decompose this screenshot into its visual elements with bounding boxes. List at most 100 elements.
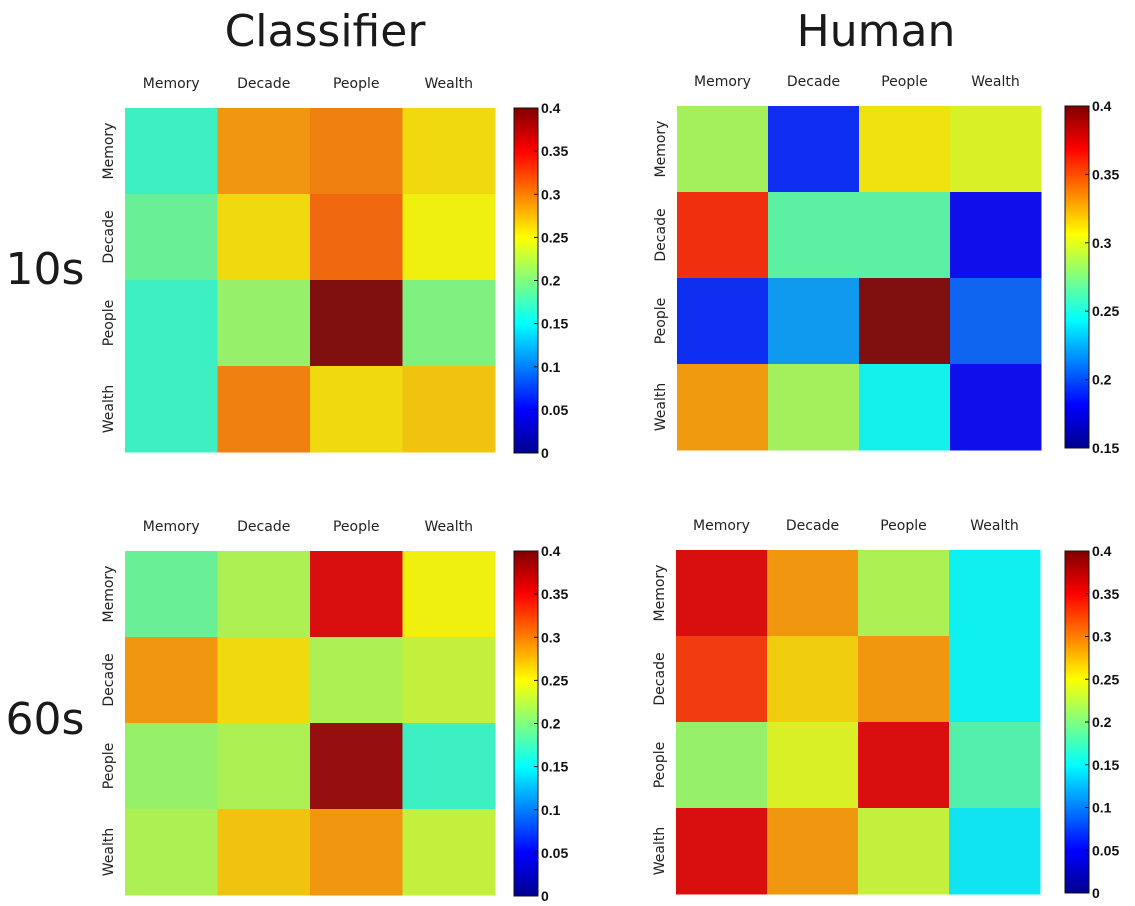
colorbar-tick-label: 0.3 (541, 629, 561, 645)
heatmap-cell (402, 108, 496, 195)
heatmap-cell (950, 364, 1042, 451)
heatmap-cell (402, 809, 496, 896)
heatmap-cell (950, 106, 1042, 193)
colorbar (1064, 105, 1090, 449)
y-category-label: Wealth (652, 827, 668, 875)
colorbar-tick-label: 0.05 (541, 845, 568, 861)
y-category-label: Decade (653, 208, 669, 261)
colorbar-tick-label: 0.35 (1092, 586, 1119, 602)
row-title-10s: 10s (6, 244, 85, 295)
heatmap-cell (949, 550, 1041, 637)
heatmap-cell (949, 808, 1041, 895)
heatmap-cell (677, 106, 769, 193)
colorbar-tick-label: 0.35 (541, 586, 568, 602)
heatmap-cell (858, 550, 950, 637)
heatmap-cell (767, 808, 859, 895)
column-title-classifier: Classifier (225, 6, 427, 57)
x-category-label: Memory (143, 519, 200, 535)
colorbar-tick-label: 0.1 (1092, 800, 1112, 816)
x-category-label: People (333, 76, 380, 92)
colorbar-tick-label: 0.1 (541, 802, 561, 818)
heatmap-cell (217, 637, 311, 724)
colorbar-tick-label: 0 (541, 445, 549, 461)
colorbar-tick-label: 0.25 (1092, 671, 1119, 687)
colorbar-tick-label: 0.25 (1092, 303, 1119, 319)
heatmap-cell (125, 637, 218, 724)
x-category-label: Decade (786, 518, 839, 534)
heatmap-cell (125, 108, 218, 195)
y-category-label: Wealth (101, 828, 117, 876)
heatmap-cell (767, 722, 859, 809)
x-category-label: Memory (143, 76, 200, 92)
colorbar-tick-label: 0.05 (541, 402, 568, 418)
heatmap-cell (125, 280, 218, 367)
heatmap-panels: Memory Decade People Wealth Memory Decade Peop… (101, 74, 1119, 904)
y-category-label: People (101, 300, 117, 347)
heatmap-cell (402, 194, 496, 281)
heatmap-cell (125, 809, 218, 896)
heatmap-cell (858, 722, 950, 809)
heatmap-60s-classifier: Memory Decade People Wealth Memory Decade Peop… (101, 519, 568, 904)
heatmap-cell (677, 192, 769, 279)
colorbar-tick-label: 0.3 (541, 186, 561, 202)
heatmap-cell (677, 278, 769, 365)
heatmap-cell (310, 280, 403, 367)
heatmap-cell (676, 550, 768, 637)
colorbar-tick-label: 0.3 (1092, 235, 1112, 251)
heatmap-cell (310, 809, 403, 896)
heatmap-cell (676, 808, 768, 895)
colorbar-tick-label: 0.05 (1092, 842, 1119, 858)
heatmap-cell (859, 106, 951, 193)
colorbar-tick-label: 0.25 (541, 229, 568, 245)
x-category-label: Wealth (425, 76, 473, 92)
heatmap-cell (217, 108, 311, 195)
heatmap-cell (310, 637, 403, 724)
heatmap-cell (767, 550, 859, 637)
colorbar-tick-label: 0.2 (541, 716, 561, 732)
colorbar-tick-label: 0.35 (541, 143, 568, 159)
colorbar-tick-label: 0.4 (1092, 98, 1112, 114)
x-category-label: Memory (693, 518, 750, 534)
heatmap-cell (859, 192, 951, 279)
y-category-label: Wealth (653, 383, 669, 431)
colorbar-tick-label: 0.15 (1092, 440, 1119, 456)
colorbar-tick-label: 0 (541, 888, 549, 904)
colorbar-tick-label: 0.3 (1092, 629, 1112, 645)
column-title-human: Human (797, 6, 956, 57)
colorbar-tick-label: 0.2 (1092, 714, 1112, 730)
heatmap-cell (949, 722, 1041, 809)
heatmap-cell (402, 366, 496, 453)
colorbar-tick-label: 0.2 (1092, 372, 1112, 388)
heatmap-cell (767, 636, 859, 723)
colorbar-tick-label: 0.4 (541, 543, 561, 559)
heatmap-cell (310, 366, 403, 453)
heatmap-cell (310, 551, 403, 638)
heatmap-cell (402, 723, 496, 810)
heatmap-cell (125, 366, 218, 453)
heatmap-cell (217, 366, 311, 453)
y-category-label: Memory (101, 123, 117, 180)
colorbar-tick-label: 0.15 (541, 316, 568, 332)
heatmap-10s-classifier: Memory Decade People Wealth Memory Decade Peop… (101, 76, 568, 461)
heatmap-cell (125, 194, 218, 281)
heatmap-cell (217, 194, 311, 281)
heatmap-cell (768, 364, 860, 451)
x-category-label: Decade (237, 76, 290, 92)
colorbar-tick-label: 0.4 (1092, 543, 1112, 559)
x-category-label: Wealth (970, 518, 1018, 534)
y-category-label: Memory (653, 121, 669, 178)
heatmap-cell (217, 551, 311, 638)
colorbar-tick-label: 0.35 (1092, 166, 1119, 182)
heatmap-cell (310, 194, 403, 281)
y-category-label: People (653, 298, 669, 345)
x-category-label: People (881, 74, 928, 90)
colorbar-tick-label: 0 (1092, 885, 1100, 901)
x-category-label: People (333, 519, 380, 535)
y-category-label: Decade (101, 210, 117, 263)
heatmap-cell (858, 636, 950, 723)
heatmap-cell (858, 808, 950, 895)
heatmap-cell (217, 280, 311, 367)
heatmap-cell (402, 280, 496, 367)
heatmap-cell (310, 723, 403, 810)
